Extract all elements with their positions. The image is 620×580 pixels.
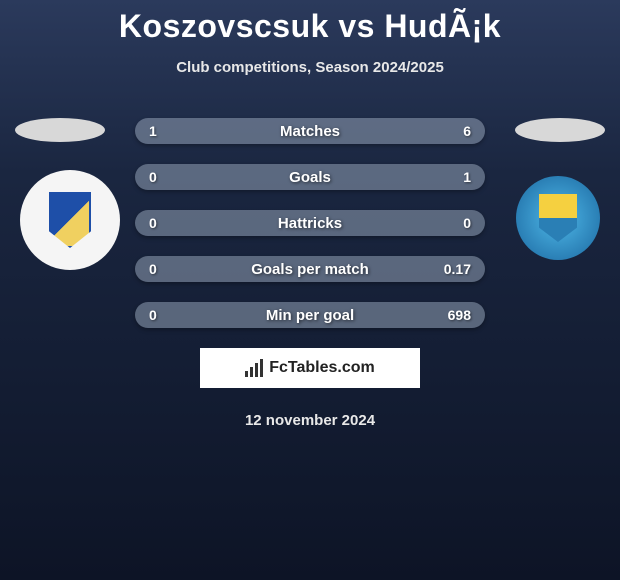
stat-left-value: 0 [149, 215, 179, 231]
stats-list: 1 Matches 6 0 Goals 1 0 Hattricks 0 0 Go… [135, 118, 485, 328]
stat-label: Goals per match [251, 261, 369, 278]
stat-left-value: 0 [149, 307, 179, 323]
shield-icon [49, 192, 91, 248]
stat-left-value: 0 [149, 169, 179, 185]
comparison-panel: 1 Matches 6 0 Goals 1 0 Hattricks 0 0 Go… [0, 118, 620, 429]
date-label: 12 november 2024 [0, 412, 620, 429]
stat-right-value: 0.17 [441, 261, 471, 277]
stat-left-value: 1 [149, 123, 179, 139]
subtitle: Club competitions, Season 2024/2025 [0, 59, 620, 76]
stat-row: 0 Goals 1 [135, 164, 485, 190]
stat-row: 0 Hattricks 0 [135, 210, 485, 236]
stat-right-value: 698 [441, 307, 471, 323]
stat-right-value: 6 [441, 123, 471, 139]
brand-badge: FcTables.com [200, 348, 420, 388]
stat-label: Hattricks [278, 215, 342, 232]
page-title: Koszovscsuk vs HudÃ¡k [0, 0, 620, 45]
left-oval-decoration [15, 118, 105, 142]
stat-row: 0 Goals per match 0.17 [135, 256, 485, 282]
stat-row: 1 Matches 6 [135, 118, 485, 144]
stat-label: Min per goal [266, 307, 354, 324]
stat-row: 0 Min per goal 698 [135, 302, 485, 328]
stat-left-value: 0 [149, 261, 179, 277]
brand-label: FcTables.com [269, 359, 375, 377]
right-team-crest [516, 176, 600, 260]
stat-label: Matches [280, 123, 340, 140]
left-team-crest [20, 170, 120, 270]
shield-icon [539, 194, 577, 242]
right-oval-decoration [515, 118, 605, 142]
stat-right-value: 1 [441, 169, 471, 185]
stat-label: Goals [289, 169, 331, 186]
stat-right-value: 0 [441, 215, 471, 231]
bar-chart-icon [245, 359, 263, 377]
